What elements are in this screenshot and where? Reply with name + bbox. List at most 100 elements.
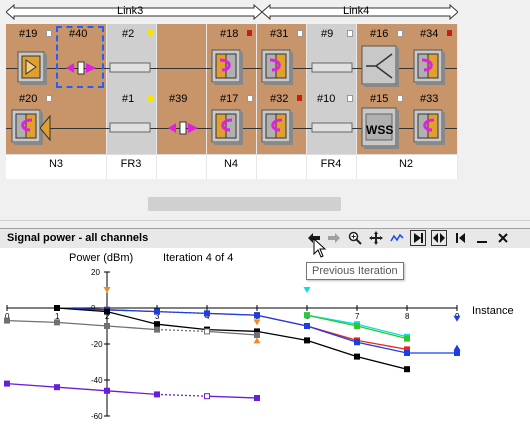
node-2-label: #2 [122,28,135,40]
series-purple-point [104,387,110,394]
fiber-1-icon[interactable] [108,122,154,134]
series-blue-segment [106,309,158,313]
series-blue-point [404,350,410,356]
node-32-label: #32 [270,93,289,105]
node-1-label: #1 [122,93,135,105]
amplifier-20-icon[interactable] [10,108,44,146]
topology-view[interactable]: Link3 Link4 #19 #40 #2 #18 #31 #9 #16 #3… [0,0,530,220]
series-gray-point [4,317,10,324]
section-label-fr4: FR4 [320,158,342,170]
play-forward-button[interactable] [410,230,426,246]
splitter-16-icon[interactable] [360,44,400,88]
marker-orange-triangle-down [253,319,261,326]
fiber-2-icon[interactable] [108,62,154,74]
node-15-label: #15 [370,93,389,105]
close-button[interactable] [495,230,511,246]
series-blue-segment [156,310,208,315]
link4-label: Link4 [343,5,370,17]
series-blue-segment [306,325,358,343]
amplifier-19-icon[interactable] [16,50,48,86]
chart-ylabel: Power (dBm) [69,252,134,264]
series-gray-point [254,332,260,338]
panel-title: Signal power - all channels [7,232,149,244]
x-tick-label: 8 [405,312,410,321]
previous-iteration-button[interactable] [306,230,322,246]
series-blue-segment [356,341,408,354]
signal-power-plot[interactable]: 0123456789200-20-40-60 Power (dBm) Itera… [0,248,530,425]
line-style-button[interactable] [389,230,405,246]
series-gray-segment [56,321,108,327]
series-green-segment [356,325,408,340]
panel-header: Signal power - all channels [0,228,530,249]
minimize-button[interactable] [474,230,490,246]
next-iteration-button[interactable] [326,230,342,246]
fiber-9-icon[interactable] [310,62,356,74]
series-purple-point [204,393,210,400]
panel-splitter[interactable] [0,220,530,229]
wss-label: WSS [366,123,394,137]
series-black-point [354,353,360,360]
node-40-selection[interactable] [56,26,104,88]
series-purple-point [254,395,260,401]
marker-orange-triangle-down [103,287,111,293]
fiber-10-icon[interactable] [310,122,356,134]
zoom-button[interactable] [347,230,363,246]
step-back-button[interactable] [453,230,469,246]
previous-iteration-tooltip: Previous Iteration [306,262,404,280]
marker-blue-triangle-down [453,315,461,322]
amplifier-34-icon[interactable] [412,48,446,86]
step-both-icon [433,233,445,243]
step-button[interactable] [431,230,447,246]
amplifier-18-icon[interactable] [210,48,244,86]
x-tick-label: 2 [105,312,110,321]
filter-39-icon[interactable] [164,120,202,136]
y-tick-label: 20 [91,268,100,277]
link4-arrow[interactable] [262,4,458,20]
node-19-label: #19 [19,28,38,40]
series-gray-segment [156,328,208,333]
series-purple-segment [106,390,158,396]
series-purple-point [4,380,10,387]
step-back-icon [456,233,465,243]
line-wave-icon [390,233,404,242]
amplifier-31-icon[interactable] [260,48,294,86]
node-16-label: #16 [370,28,389,40]
node-33-label: #33 [420,93,439,105]
link3-arrow[interactable] [6,4,262,20]
section-fr4-bg [306,24,356,154]
y-tick-label: -20 [91,340,103,349]
chart-xlabel: Instance [472,305,514,317]
series-gray-point [54,319,60,326]
series-blue-point [454,350,460,356]
y-tick-label: -60 [91,412,103,421]
amplifier-32-icon[interactable] [260,108,294,146]
series-blue-point [154,308,160,315]
series-black-point [404,366,410,373]
amplifier-17-icon[interactable] [210,108,244,146]
y-tick-label: -40 [91,376,103,385]
y-tick-label: 0 [91,304,96,313]
node-40-label: #40 [69,28,88,40]
series-gray-point [104,323,110,329]
series-black-point [104,308,110,315]
section-label-n4: N4 [223,158,239,170]
series-black-point [304,337,310,344]
x-tick-label: 4 [205,312,210,321]
amplifier-33-icon[interactable] [412,108,446,146]
wss-15-icon[interactable] [360,106,400,150]
node-10-label: #10 [317,93,336,105]
series-blue-segment [256,314,308,327]
section-fr3-bg [106,24,156,154]
marker-blue-triangle-up [453,344,461,351]
series-black-segment [106,310,158,325]
x-tick-label: 0 [5,312,10,321]
filter-40-icon[interactable] [62,60,100,76]
pan-button[interactable] [368,230,384,246]
scrollbar-thumb[interactable] [148,197,341,211]
signal-power-chart[interactable]: 0123456789200-20-40-60 [0,248,530,425]
amplifier-20b-icon[interactable] [38,112,52,144]
iteration-label: Iteration 4 of 4 [163,252,234,264]
series-blue-point [204,310,210,317]
marker-orange-triangle-up [253,337,261,344]
section-label-n3: N3 [48,158,64,170]
